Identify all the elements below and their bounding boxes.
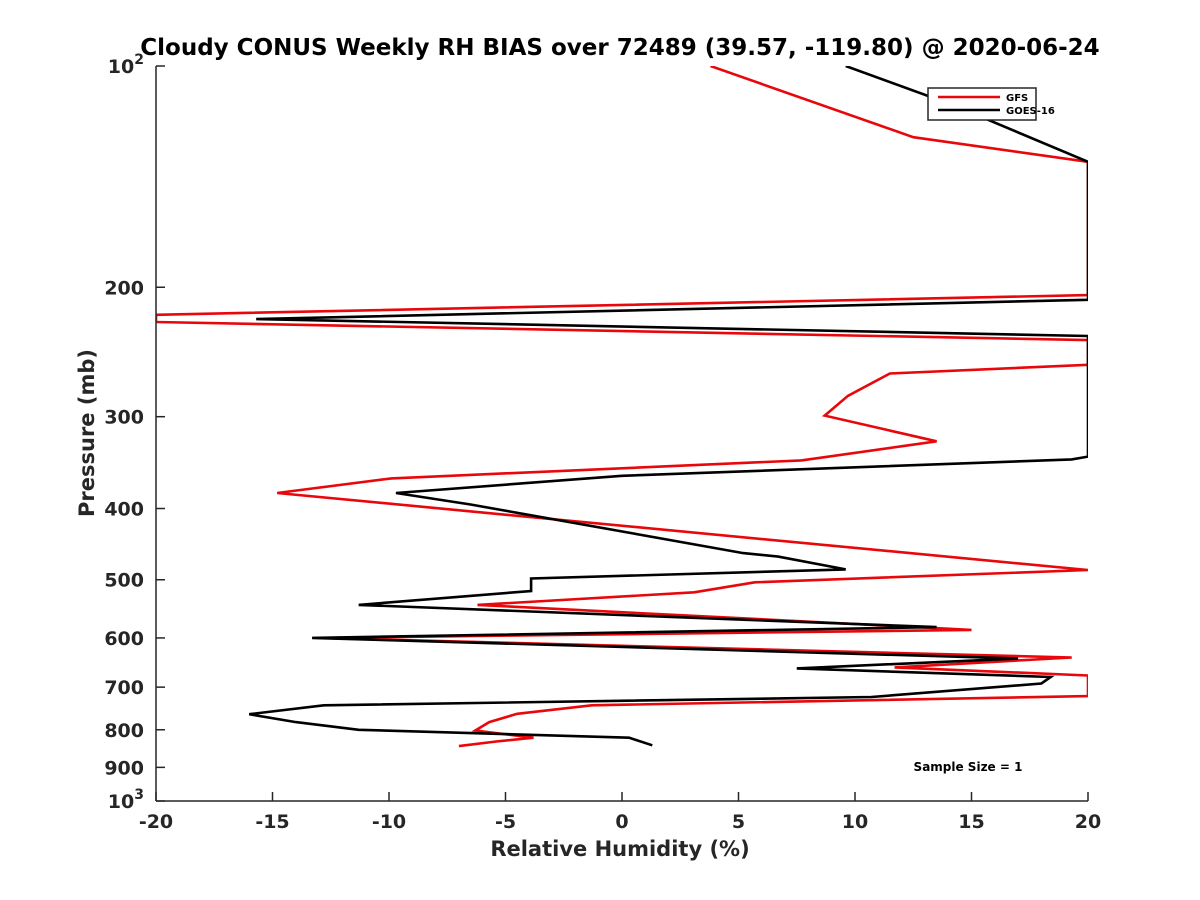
y-tick-label: 600 (104, 628, 144, 650)
x-tick-label: -20 (139, 811, 173, 833)
chart-title: Cloudy CONUS Weekly RH BIAS over 72489 (… (140, 35, 1099, 61)
y-axis-label: Pressure (mb) (75, 349, 99, 517)
x-axis-label: Relative Humidity (%) (490, 837, 749, 861)
x-tick-label: 10 (842, 811, 868, 833)
y-tick-label: 800 (104, 720, 144, 742)
y-tick-label: 102 (108, 52, 144, 78)
legend-box (927, 87, 1037, 121)
x-tick-label: 15 (958, 811, 984, 833)
y-tick-label: 300 (104, 407, 144, 429)
y-ticks: 102 200 300 400 500 600 700 800 900 103 (104, 52, 165, 813)
y-tick-label: 103 (108, 787, 144, 813)
y-tick-label: 900 (104, 757, 144, 779)
series-line-gfs (156, 66, 1088, 748)
x-tick-label: -10 (372, 811, 406, 833)
legend-label-gfs: GFS (1006, 93, 1028, 104)
legend-label-goes16: GOES-16 (1006, 106, 1055, 117)
x-tick-label: 0 (615, 811, 628, 833)
x-tick-label: 20 (1075, 811, 1101, 833)
series-line-goes16 (248, 66, 1088, 747)
y-tick-label: 700 (104, 677, 144, 699)
y-tick-label: 200 (104, 277, 144, 299)
x-ticks: -20 -15 -10 -5 0 5 10 15 20 (139, 792, 1101, 833)
y-tick-label: 400 (104, 499, 144, 521)
x-tick-label: -15 (255, 811, 289, 833)
x-tick-label: -5 (495, 811, 516, 833)
x-tick-label: 5 (732, 811, 745, 833)
sample-size-annotation: Sample Size = 1 (914, 760, 1023, 774)
y-tick-label: 500 (104, 570, 144, 592)
series-layer (156, 66, 1088, 748)
legend: GFS GOES-16 (927, 87, 1055, 121)
